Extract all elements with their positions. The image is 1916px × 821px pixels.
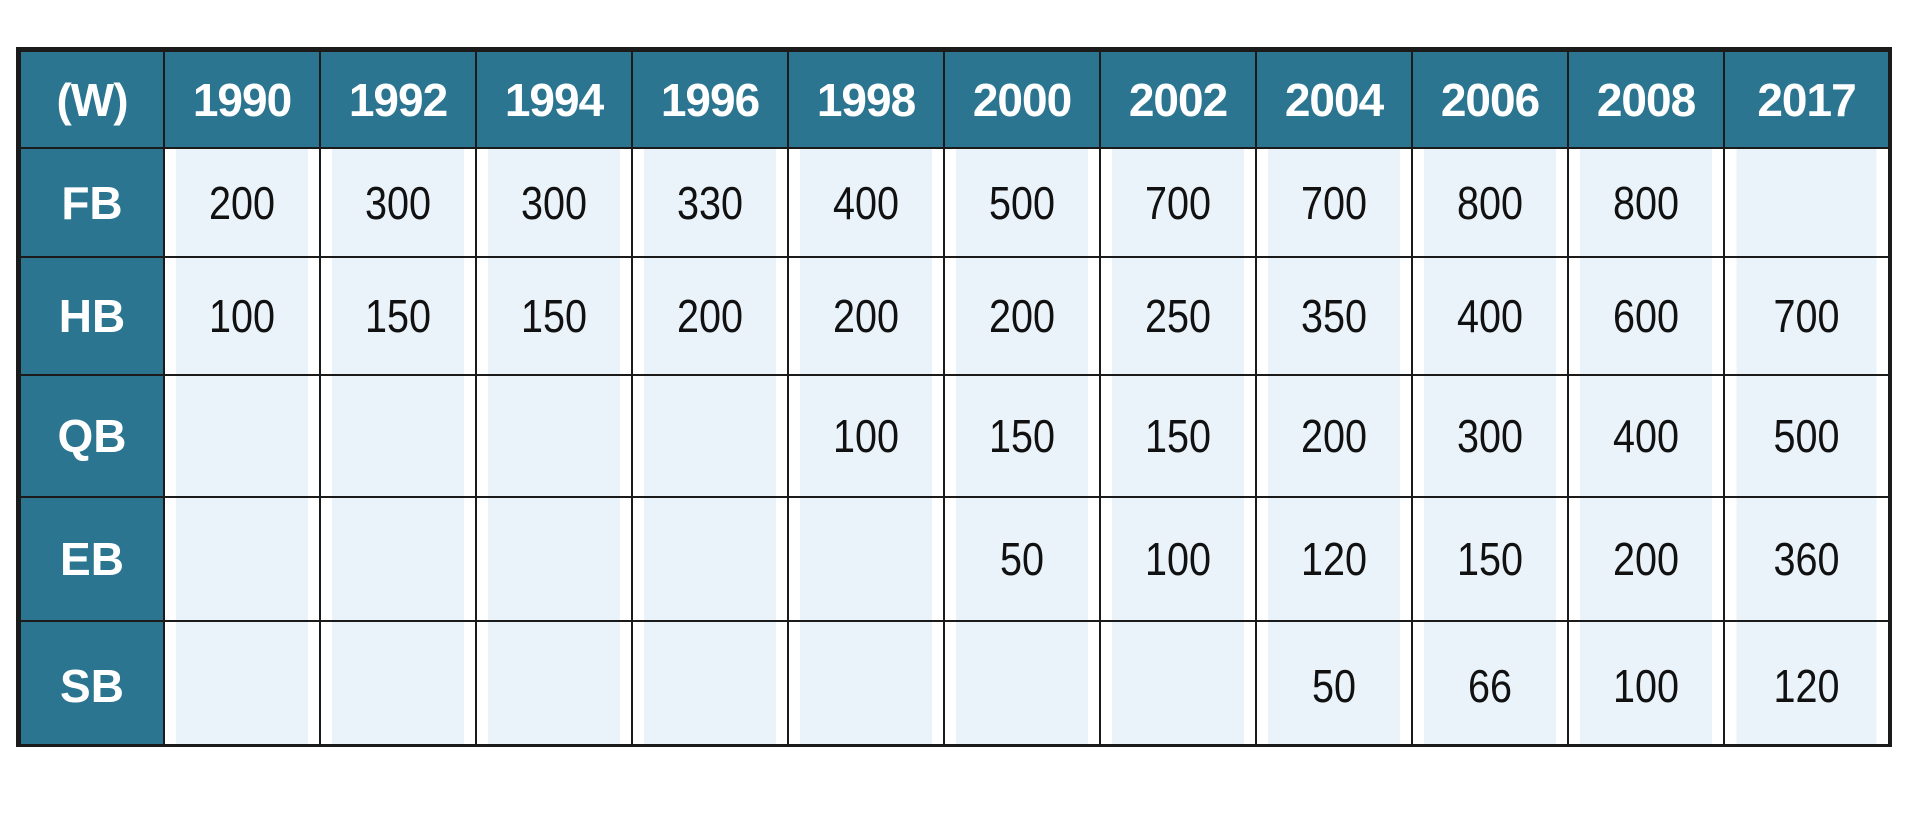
table-cell: 100 xyxy=(174,256,310,376)
table-cell: 800 xyxy=(1422,147,1558,258)
power-by-year-table: (W) 1990 1992 1994 1996 1998 2000 2002 2… xyxy=(19,50,1889,744)
table-cell: 120 xyxy=(1266,496,1402,622)
table-row-qb: QB 100 150 150 200 300 400 500 xyxy=(19,374,1889,498)
table-cell: 200 xyxy=(798,256,934,376)
row-header-cell: HB xyxy=(19,256,165,376)
table-cell xyxy=(798,496,934,622)
table-cell: 200 xyxy=(642,256,778,376)
table-cell: 200 xyxy=(1266,374,1402,498)
table-cell: 300 xyxy=(330,147,466,258)
table-cell: 200 xyxy=(1578,496,1714,622)
table-cell xyxy=(174,496,310,622)
table-cell xyxy=(486,496,622,622)
table-cell: 500 xyxy=(1734,374,1879,498)
table-cell xyxy=(330,620,466,744)
data-table-container: (W) 1990 1992 1994 1996 1998 2000 2002 2… xyxy=(16,47,1892,747)
year-header-cell: 2002 xyxy=(1099,50,1257,149)
table-cell: 800 xyxy=(1578,147,1714,258)
table-cell: 300 xyxy=(486,147,622,258)
table-cell xyxy=(642,496,778,622)
year-header-cell: 2006 xyxy=(1411,50,1569,149)
table-cell: 150 xyxy=(1110,374,1246,498)
table-cell xyxy=(486,620,622,744)
table-cell: 120 xyxy=(1734,620,1879,744)
table-cell: 330 xyxy=(642,147,778,258)
table-cell xyxy=(330,496,466,622)
table-row-sb: SB 50 66 100 120 xyxy=(19,620,1889,744)
table-cell: 66 xyxy=(1422,620,1558,744)
year-header-cell: 1990 xyxy=(163,50,321,149)
table-cell xyxy=(798,620,934,744)
table-cell: 50 xyxy=(1266,620,1402,744)
table-cell: 150 xyxy=(1422,496,1558,622)
table-cell: 250 xyxy=(1110,256,1246,376)
table-cell: 200 xyxy=(174,147,310,258)
table-cell: 50 xyxy=(954,496,1090,622)
table-cell xyxy=(330,374,466,498)
table-row-hb: HB 100 150 150 200 200 200 250 350 400 6… xyxy=(19,256,1889,376)
table-cell: 700 xyxy=(1110,147,1246,258)
row-header-cell: QB xyxy=(19,374,165,498)
table-cell: 100 xyxy=(798,374,934,498)
table-cell: 350 xyxy=(1266,256,1402,376)
table-cell: 150 xyxy=(330,256,466,376)
table-cell: 100 xyxy=(1578,620,1714,744)
year-header-cell: 2017 xyxy=(1723,50,1889,149)
table-cell xyxy=(1110,620,1246,744)
year-header-cell: 1996 xyxy=(631,50,789,149)
table-cell: 360 xyxy=(1734,496,1879,622)
table-cell: 400 xyxy=(798,147,934,258)
table-cell: 300 xyxy=(1422,374,1558,498)
corner-header-cell: (W) xyxy=(19,50,165,149)
table-cell: 700 xyxy=(1734,256,1879,376)
table-cell xyxy=(174,620,310,744)
table-cell: 400 xyxy=(1422,256,1558,376)
year-header-cell: 2000 xyxy=(943,50,1101,149)
table-cell xyxy=(174,374,310,498)
year-header-cell: 1992 xyxy=(319,50,477,149)
table-cell xyxy=(486,374,622,498)
row-header-cell: EB xyxy=(19,496,165,622)
table-cell xyxy=(1734,147,1879,258)
header-row: (W) 1990 1992 1994 1996 1998 2000 2002 2… xyxy=(19,50,1889,149)
table-cell: 200 xyxy=(954,256,1090,376)
year-header-cell: 1994 xyxy=(475,50,633,149)
row-header-cell: SB xyxy=(19,620,165,744)
row-header-cell: FB xyxy=(19,147,165,258)
year-header-cell: 2008 xyxy=(1567,50,1725,149)
table-cell: 500 xyxy=(954,147,1090,258)
year-header-cell: 2004 xyxy=(1255,50,1413,149)
table-cell: 150 xyxy=(954,374,1090,498)
table-cell: 600 xyxy=(1578,256,1714,376)
table-cell: 150 xyxy=(486,256,622,376)
table-row-eb: EB 50 100 120 150 200 360 xyxy=(19,496,1889,622)
table-cell xyxy=(954,620,1090,744)
table-cell: 400 xyxy=(1578,374,1714,498)
table-cell: 100 xyxy=(1110,496,1246,622)
year-header-cell: 1998 xyxy=(787,50,945,149)
table-cell: 700 xyxy=(1266,147,1402,258)
table-cell xyxy=(642,374,778,498)
table-row-fb: FB 200 300 300 330 400 500 700 700 800 8… xyxy=(19,147,1889,258)
table-cell xyxy=(642,620,778,744)
